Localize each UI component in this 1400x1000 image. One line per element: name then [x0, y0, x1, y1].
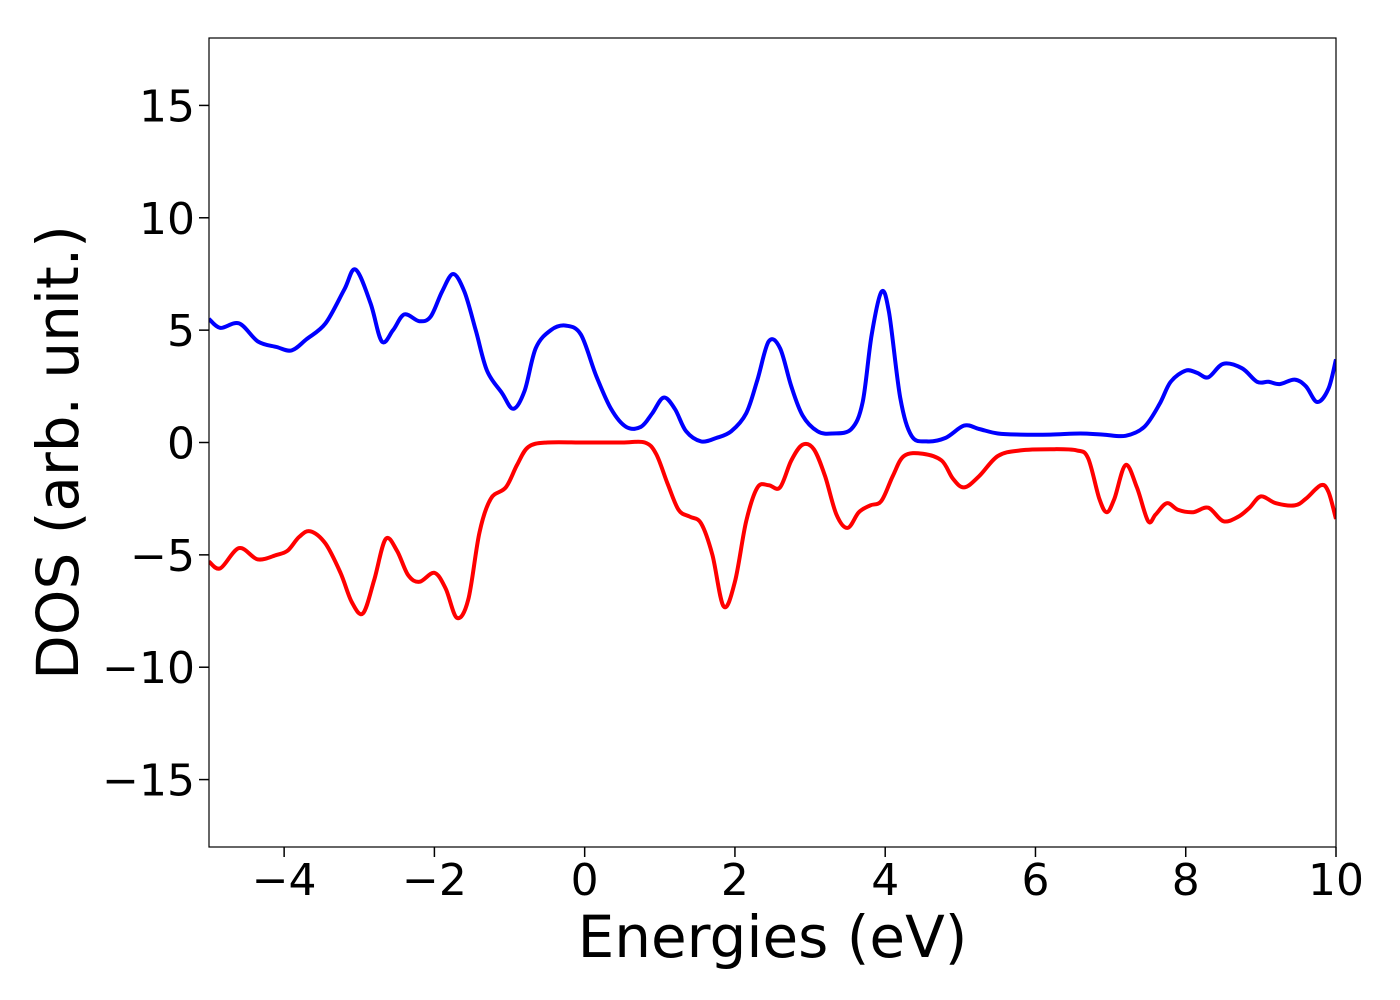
x-axis-label: Energies (eV) [578, 903, 968, 971]
y-tick-label: −15 [102, 756, 195, 807]
x-tick-label: 4 [871, 855, 899, 906]
y-axis-label: DOS (arb. unit.) [24, 225, 92, 680]
y-tick-label: −10 [102, 643, 195, 694]
x-tick-label: −2 [402, 855, 467, 906]
x-tick-label: 8 [1172, 855, 1200, 906]
y-tick-label: 15 [139, 81, 195, 132]
y-tick-label: 10 [139, 194, 195, 245]
plot-frame [208, 37, 1337, 848]
y-tick-label: 5 [167, 306, 195, 357]
x-tick-label: 10 [1308, 855, 1364, 906]
ticks-layer: −4 −2 0 2 4 6 8 10 15 10 5 0 −5 −10 −15 [102, 81, 1364, 906]
x-tick-label: 6 [1021, 855, 1049, 906]
y-tick-label: −5 [130, 531, 195, 582]
series-layer [209, 267, 1336, 621]
x-tick-label: 2 [721, 855, 749, 906]
y-tick-label: 0 [167, 419, 195, 470]
x-tick-label: −4 [252, 855, 317, 906]
series-line-1 [209, 267, 1336, 444]
series-line-2 [209, 439, 1336, 621]
x-tick-label: 0 [571, 855, 599, 906]
